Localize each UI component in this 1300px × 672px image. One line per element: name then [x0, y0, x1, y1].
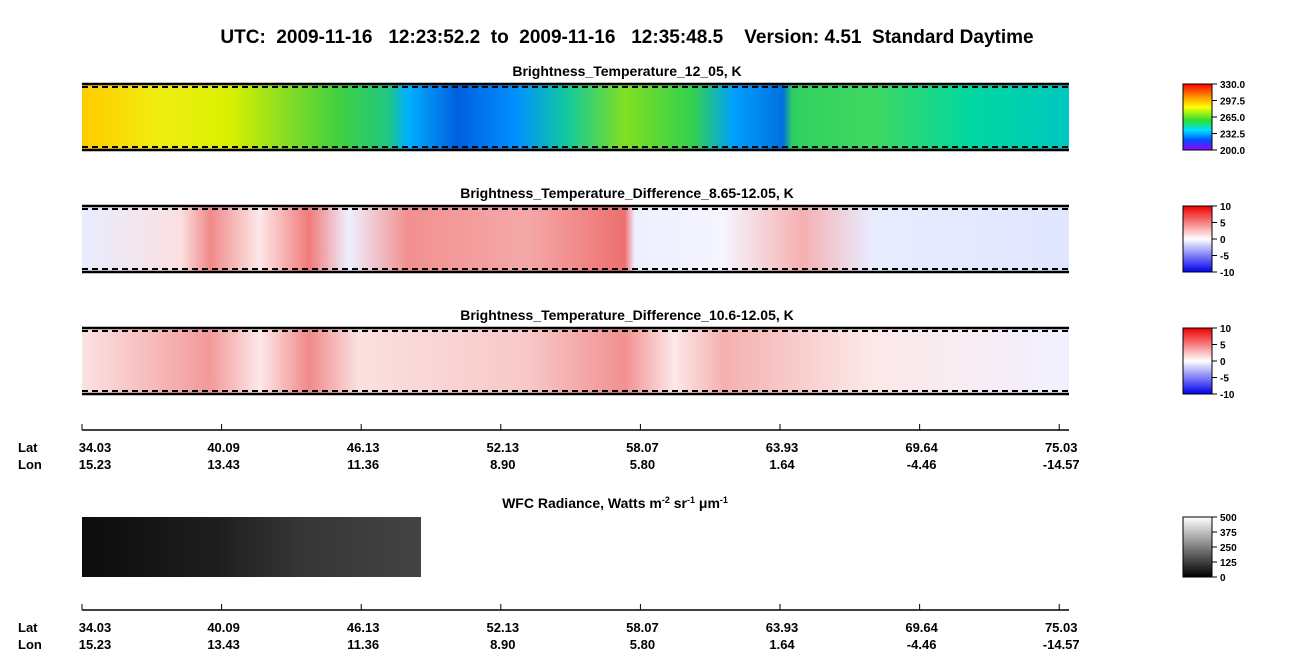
lon-value: -4.46 [907, 637, 937, 652]
lat-value: 75.03 [1045, 620, 1078, 635]
lat-value: 46.13 [347, 620, 380, 635]
lon-label: Lon [18, 637, 42, 652]
lat-value: 75.03 [1045, 440, 1078, 455]
lat-label: Lat [18, 440, 38, 455]
colorbar-label: 330.0 [1220, 80, 1245, 91]
lon-value: 11.36 [347, 457, 379, 472]
lat-value: 58.07 [626, 620, 659, 635]
lat-value: 52.13 [487, 620, 520, 635]
lat-value: 63.93 [766, 620, 799, 635]
panel-title: Brightness_Temperature_12_05, K [512, 63, 741, 79]
colorbar-label: -5 [1220, 252, 1229, 263]
colorbar-label: 232.5 [1220, 130, 1245, 141]
colorbar-label: 0 [1220, 235, 1226, 246]
lat-label: Lat [18, 620, 38, 635]
lat-value: 40.09 [207, 620, 240, 635]
lon-value: 8.90 [490, 637, 515, 652]
title-part: sr [670, 495, 688, 511]
lat-value: 69.64 [905, 620, 938, 635]
colorbar-label: 125 [1220, 558, 1237, 569]
image-strip [82, 84, 1069, 150]
title-part: μm [695, 495, 720, 511]
lat-value: 34.03 [79, 440, 112, 455]
title-part: WFC Radiance, Watts m [502, 495, 662, 511]
lon-value: 15.23 [79, 457, 112, 472]
lon-value: 1.64 [769, 637, 795, 652]
lon-value: -4.46 [907, 457, 937, 472]
lat-value: 40.09 [207, 440, 240, 455]
lat-value: 52.13 [487, 440, 520, 455]
wfc-image [82, 517, 421, 577]
lon-value: 5.80 [630, 457, 655, 472]
colorbar [1182, 516, 1213, 578]
colorbar-label: 297.5 [1220, 97, 1245, 108]
lat-value: 69.64 [905, 440, 938, 455]
colorbar-label: 5 [1220, 219, 1226, 230]
colorbar-label: 0 [1220, 357, 1226, 368]
superscript: -2 [662, 495, 670, 505]
panel-title: Brightness_Temperature_Difference_10.6-1… [460, 307, 794, 323]
lon-value: 8.90 [490, 457, 515, 472]
colorbar-label: -10 [1220, 268, 1235, 279]
superscript: -1 [687, 495, 695, 505]
colorbar-label: 200.0 [1220, 146, 1245, 157]
lon-value: -14.57 [1043, 457, 1080, 472]
colorbar-label: 250 [1220, 543, 1237, 554]
colorbar-label: 375 [1220, 528, 1237, 539]
colorbar-label: 10 [1220, 324, 1232, 335]
colorbar [1182, 327, 1213, 395]
colorbar-label: 500 [1220, 513, 1237, 524]
lon-value: 13.43 [207, 457, 240, 472]
lon-value: 13.43 [207, 637, 240, 652]
colorbar [1182, 205, 1213, 273]
wfc-title: WFC Radiance, Watts m-2 sr-1 μm-1 [502, 495, 728, 511]
lon-value: -14.57 [1043, 637, 1080, 652]
superscript: -1 [720, 495, 728, 505]
lon-value: 1.64 [769, 457, 795, 472]
lon-value: 5.80 [630, 637, 655, 652]
lon-value: 11.36 [347, 637, 379, 652]
colorbar-label: -5 [1220, 374, 1229, 385]
panel-title: Brightness_Temperature_Difference_8.65-1… [460, 185, 794, 201]
image-strip [82, 328, 1069, 394]
lat-value: 58.07 [626, 440, 659, 455]
colorbar-label: 10 [1220, 202, 1232, 213]
page-title: UTC: 2009-11-16 12:23:52.2 to 2009-11-16… [220, 27, 1033, 48]
colorbar-label: 5 [1220, 341, 1226, 352]
lat-value: 46.13 [347, 440, 380, 455]
colorbar-label: 0 [1220, 573, 1226, 584]
image-strip [82, 206, 1069, 272]
colorbar-label: 265.0 [1220, 113, 1245, 124]
colorbar [1182, 83, 1213, 151]
lon-label: Lon [18, 457, 42, 472]
lat-value: 34.03 [79, 620, 112, 635]
lon-value: 15.23 [79, 637, 112, 652]
lat-value: 63.93 [766, 440, 799, 455]
colorbar-label: -10 [1220, 390, 1235, 401]
